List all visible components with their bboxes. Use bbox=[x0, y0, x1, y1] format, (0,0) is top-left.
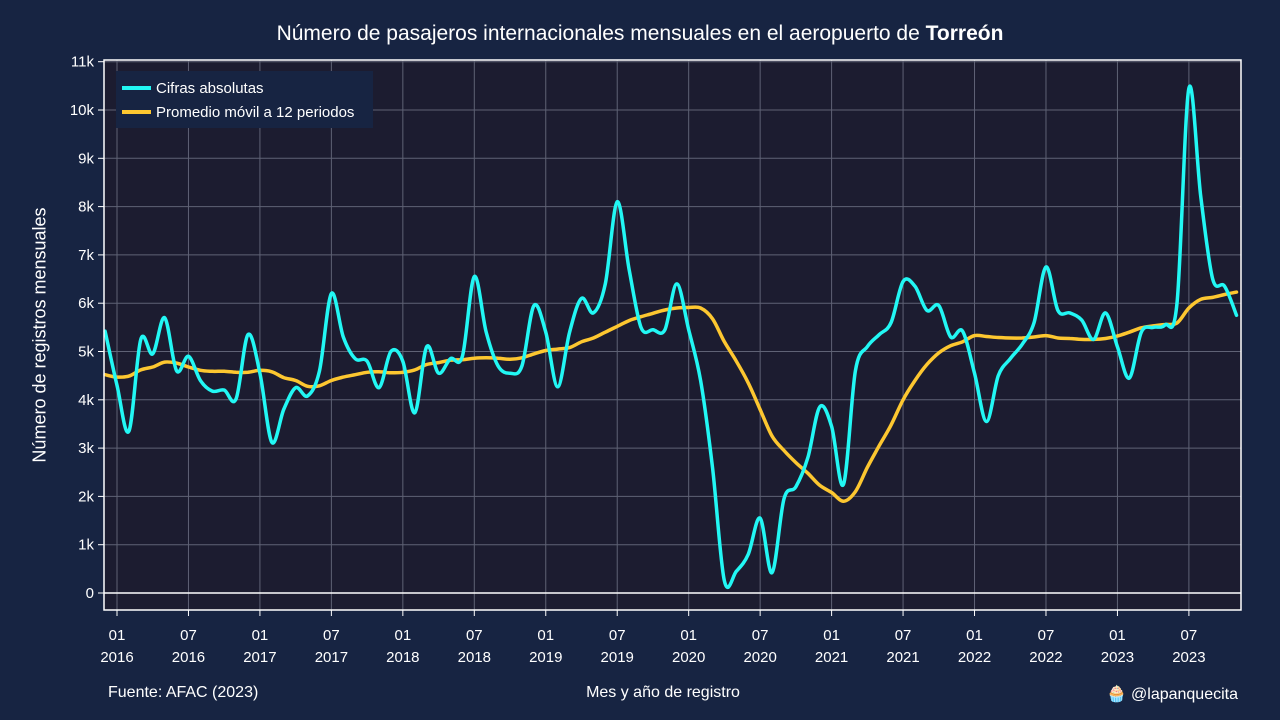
y-tick-label: 4k bbox=[78, 392, 94, 409]
y-tick-label: 11k bbox=[71, 54, 95, 71]
x-tick-year: 2021 bbox=[815, 649, 848, 666]
credit: 🧁 @lapanquecita bbox=[1107, 684, 1238, 704]
series-lines bbox=[103, 84, 1239, 590]
x-tick-month: 01 bbox=[680, 627, 697, 644]
y-axis-label: Número de registros mensuales bbox=[29, 207, 50, 463]
x-tick-month: 07 bbox=[323, 627, 340, 644]
y-tick-label: 7k bbox=[78, 247, 94, 264]
x-tick-year: 2020 bbox=[672, 649, 705, 666]
x-tick-month: 07 bbox=[609, 627, 626, 644]
x-tick-year: 2016 bbox=[100, 649, 133, 666]
x-tick-year: 2019 bbox=[529, 649, 562, 666]
plot-area bbox=[104, 60, 1241, 610]
y-tick-label: 6k bbox=[78, 295, 94, 312]
x-tick-month: 01 bbox=[966, 627, 983, 644]
x-tick-year: 2022 bbox=[958, 649, 991, 666]
x-tick-year: 2018 bbox=[458, 649, 491, 666]
x-tick-month: 01 bbox=[823, 627, 840, 644]
x-tick-year: 2023 bbox=[1172, 649, 1205, 666]
x-tick-month: 01 bbox=[394, 627, 411, 644]
x-tick-year: 2016 bbox=[172, 649, 205, 666]
chart-title-emphasis: Torreón bbox=[925, 22, 1004, 45]
y-tick-label: 2k bbox=[78, 488, 94, 505]
y-tick-label: 1k bbox=[78, 537, 94, 554]
x-tick-year: 2017 bbox=[315, 649, 348, 666]
chart-title-prefix: Número de pasajeros internacionales mens… bbox=[276, 22, 920, 45]
y-tick-label: 9k bbox=[78, 150, 94, 167]
legend-box bbox=[116, 71, 373, 128]
source-note: Fuente: AFAC (2023) bbox=[108, 684, 259, 701]
x-axis-ticks: 01 2016 07 2016 01 2017 07 2017 01 2018 07 2018 01 20… bbox=[100, 610, 1206, 666]
cupcake-icon: 🧁 bbox=[1106, 686, 1127, 703]
x-tick-month: 07 bbox=[466, 627, 483, 644]
x-tick-month: 07 bbox=[180, 627, 197, 644]
raw-series-line bbox=[103, 84, 1239, 590]
x-tick-month: 07 bbox=[895, 627, 912, 644]
x-tick-year: 2023 bbox=[1101, 649, 1134, 666]
x-tick-year: 2020 bbox=[743, 649, 776, 666]
x-tick-month: 07 bbox=[1038, 627, 1055, 644]
x-tick-year: 2018 bbox=[386, 649, 419, 666]
y-axis-ticks: 0 1k 2k 3k 4k 5k 6k 7k 8k 9k 10k 11k bbox=[70, 54, 104, 602]
x-tick-month: 01 bbox=[537, 627, 554, 644]
credit-handle: @lapanquecita bbox=[1131, 686, 1238, 703]
x-tick-year: 2021 bbox=[886, 649, 919, 666]
legend: Cifras absolutas Promedio móvil a 12 peri… bbox=[116, 71, 373, 128]
x-tick-month: 01 bbox=[1109, 627, 1126, 644]
chart-title: Número de pasajeros internacionales mens… bbox=[0, 22, 1280, 46]
legend-label: Cifras absolutas bbox=[156, 80, 264, 97]
x-axis-label: Mes y año de registro bbox=[586, 684, 740, 701]
legend-label: Promedio móvil a 12 periodos bbox=[156, 104, 354, 121]
y-tick-label: 5k bbox=[78, 344, 94, 361]
x-tick-month: 01 bbox=[109, 627, 126, 644]
plot-frame bbox=[103, 59, 1242, 611]
x-tick-month: 07 bbox=[752, 627, 769, 644]
x-tick-year: 2017 bbox=[243, 649, 276, 666]
x-tick-year: 2019 bbox=[601, 649, 634, 666]
x-tick-month: 07 bbox=[1181, 627, 1198, 644]
y-tick-label: 8k bbox=[78, 199, 94, 216]
x-tick-month: 01 bbox=[252, 627, 269, 644]
y-tick-label: 10k bbox=[70, 102, 95, 119]
x-tick-year: 2022 bbox=[1029, 649, 1062, 666]
y-tick-label: 3k bbox=[78, 440, 94, 457]
y-tick-label: 0 bbox=[86, 585, 94, 602]
